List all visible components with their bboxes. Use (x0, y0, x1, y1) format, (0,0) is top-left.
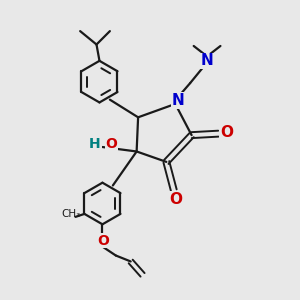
Text: O: O (220, 125, 233, 140)
Text: O: O (105, 137, 117, 151)
Text: O: O (169, 191, 182, 206)
Text: N: N (201, 53, 213, 68)
Text: N: N (171, 93, 184, 108)
Text: CH₃: CH₃ (61, 209, 81, 220)
Text: H: H (89, 137, 101, 151)
Text: O: O (97, 234, 109, 248)
